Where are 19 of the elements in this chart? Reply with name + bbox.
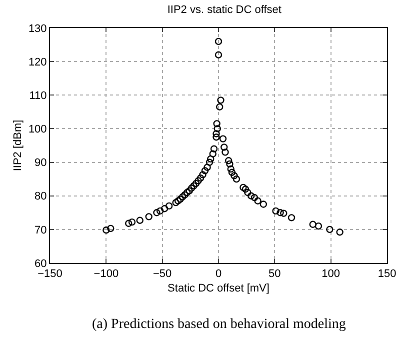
x-tick-label: −150 bbox=[38, 268, 62, 280]
x-tick-label: −50 bbox=[152, 268, 172, 280]
chart-title: IIP2 vs. static DC offset bbox=[167, 4, 282, 16]
y-tick-label: 90 bbox=[34, 157, 47, 170]
y-tick-label: 60 bbox=[34, 258, 47, 270]
y-tick-label: 100 bbox=[28, 124, 47, 136]
x-tick-label: 150 bbox=[378, 268, 396, 280]
y-axis-title: IIP2 [dBm] bbox=[12, 120, 24, 172]
x-axis-title: Static DC offset [mV] bbox=[168, 282, 270, 294]
x-tick-label: −100 bbox=[94, 268, 119, 280]
text: (a) Predictions based on behavioral modeling bbox=[92, 317, 346, 332]
y-tick-label: 120 bbox=[28, 56, 47, 68]
x-tick-label: 100 bbox=[322, 268, 340, 280]
y-tick-label: 110 bbox=[29, 90, 47, 102]
x-tick-label: 50 bbox=[268, 268, 281, 280]
y-tick-label: 80 bbox=[34, 190, 47, 203]
y-tick-label: 130 bbox=[28, 22, 47, 35]
x-tick-label: 0 bbox=[215, 268, 222, 280]
y-tick-label: 70 bbox=[34, 224, 47, 236]
